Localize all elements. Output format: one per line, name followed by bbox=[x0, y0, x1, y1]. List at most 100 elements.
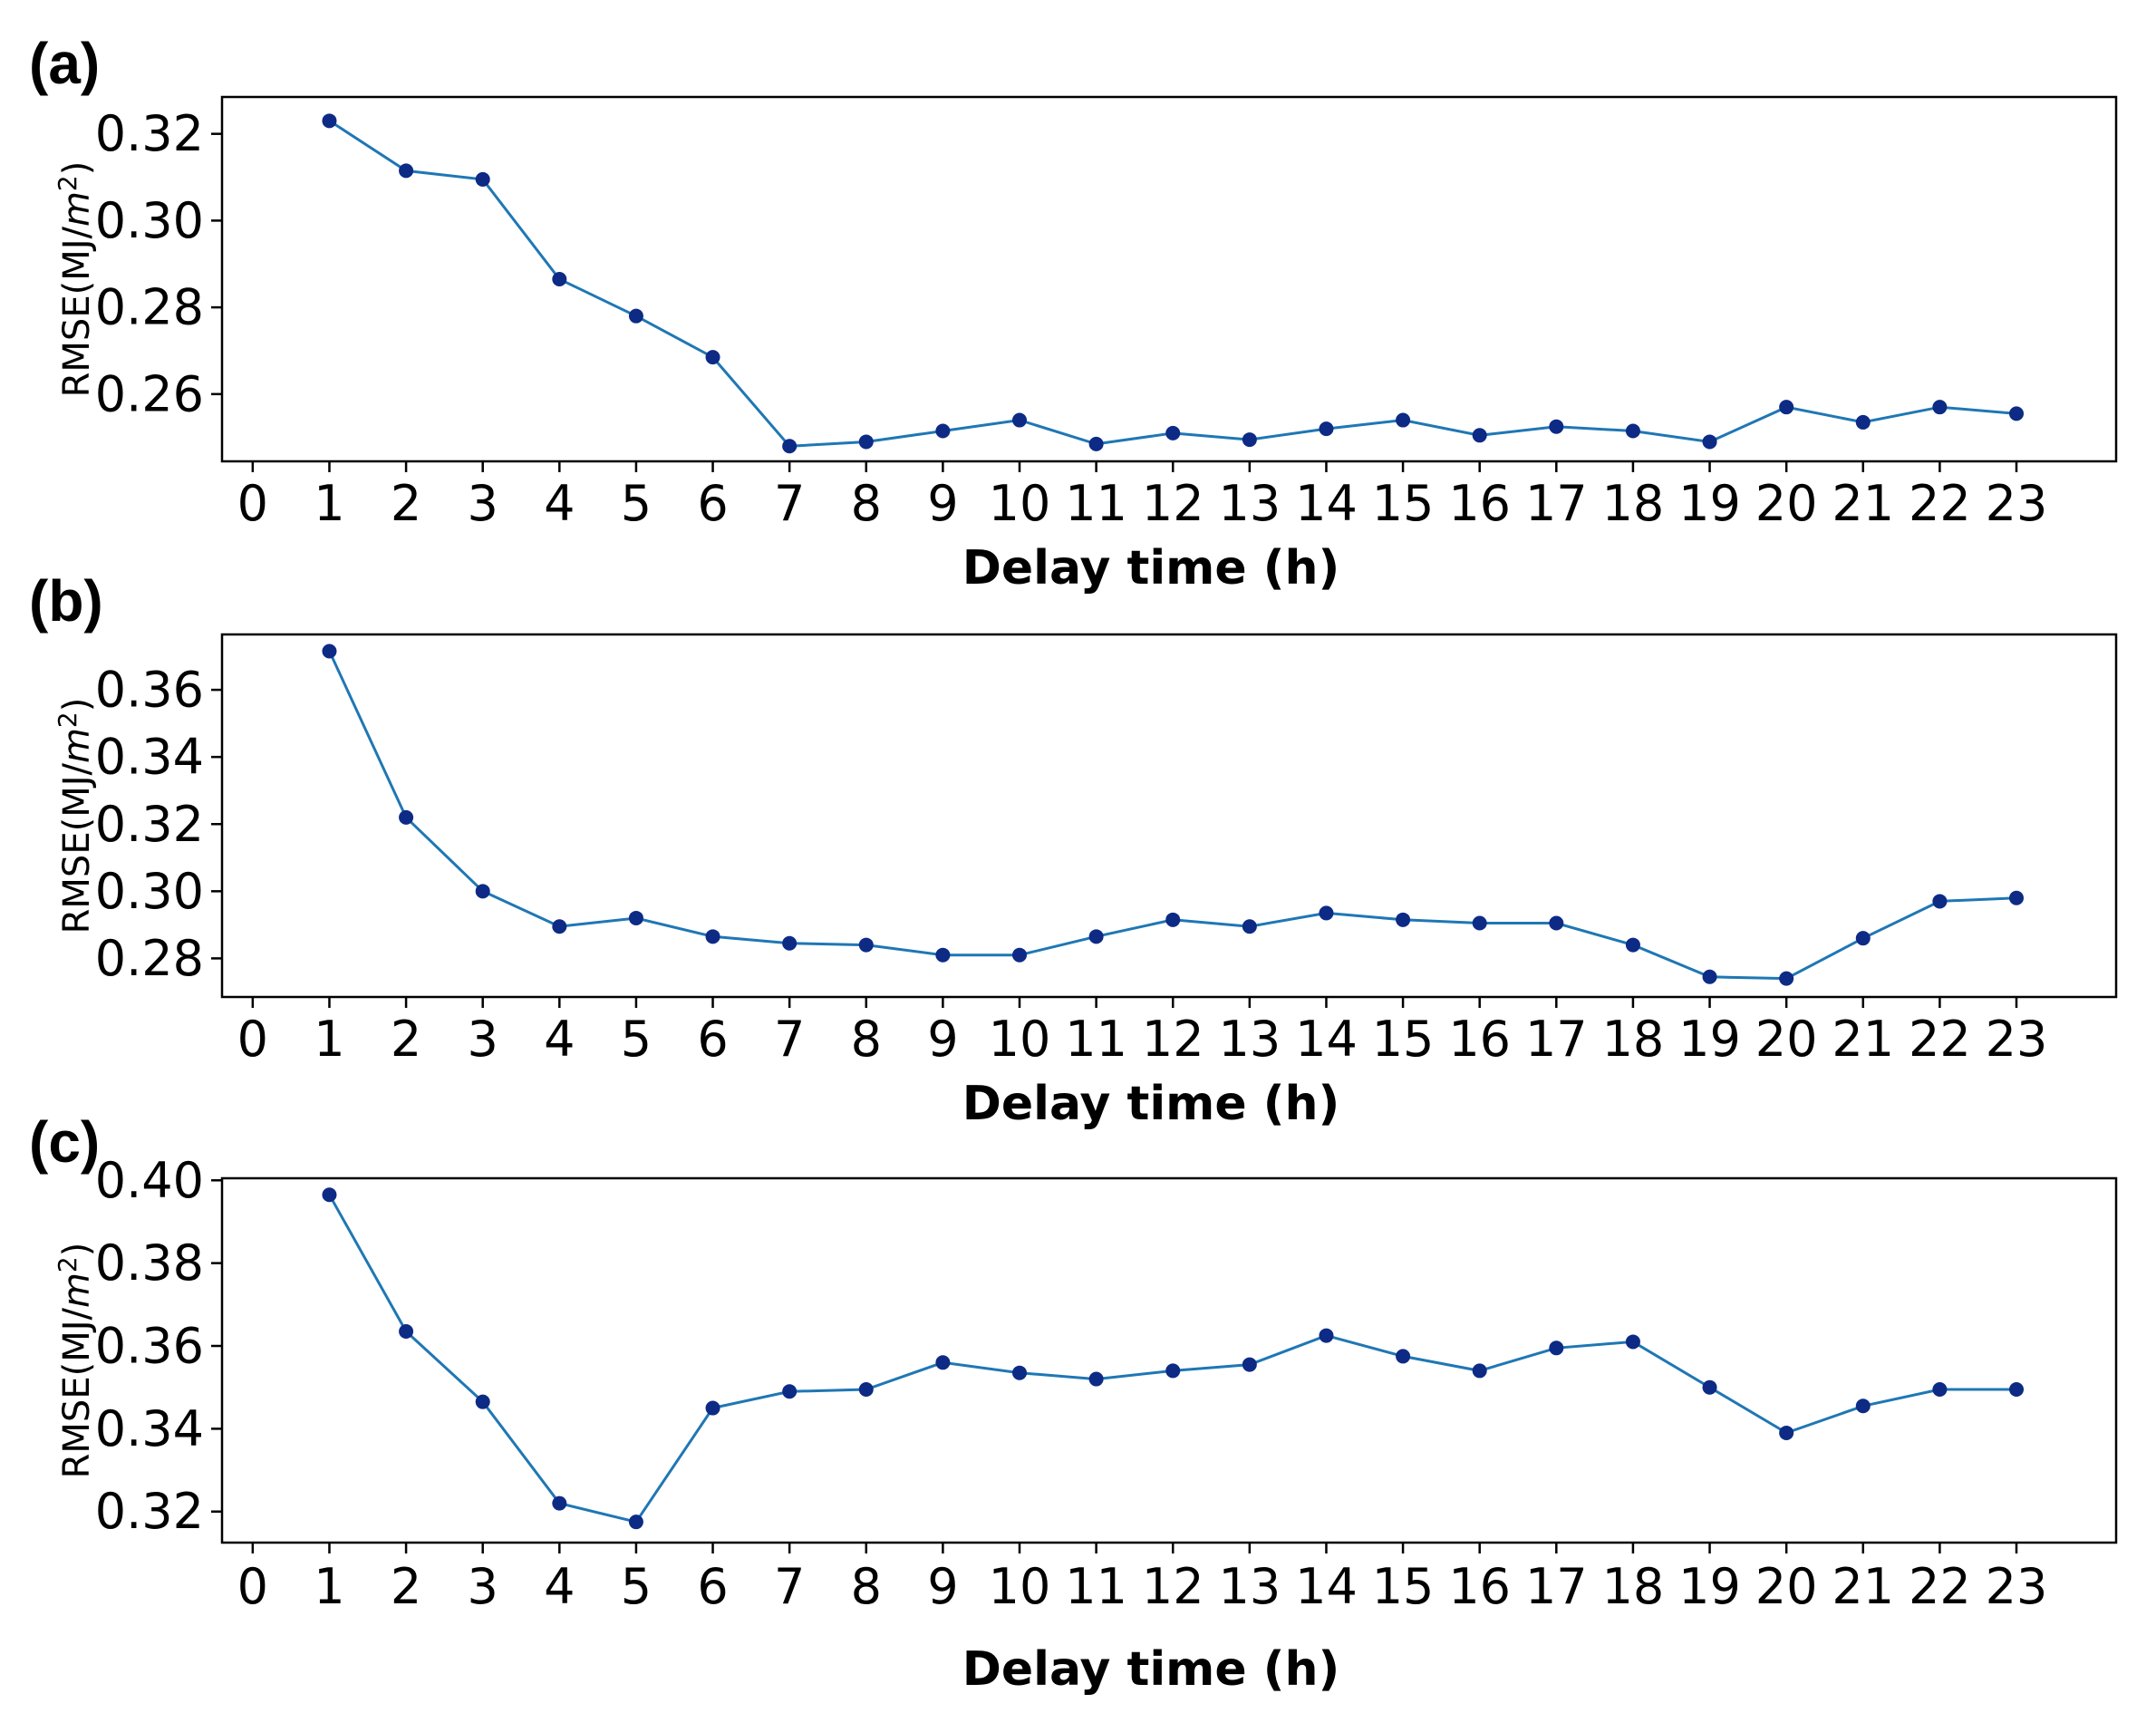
y-axis-title-close: ) bbox=[56, 161, 98, 176]
x-tick-label: 5 bbox=[621, 1011, 652, 1068]
data-point bbox=[1549, 915, 1564, 931]
data-point bbox=[1932, 400, 1948, 415]
data-point bbox=[399, 809, 414, 825]
y-tick-label: 0.30 bbox=[95, 863, 204, 920]
data-point bbox=[1855, 414, 1871, 430]
data-point bbox=[1319, 1328, 1334, 1343]
x-tick-label: 20 bbox=[1755, 1011, 1818, 1068]
data-point bbox=[1549, 419, 1564, 434]
data-point bbox=[1088, 929, 1104, 944]
data-point bbox=[1932, 1381, 1948, 1397]
y-axis-title-base: RMSE(MJ/ bbox=[56, 227, 98, 398]
data-point bbox=[1702, 1379, 1717, 1395]
x-tick-label: 14 bbox=[1295, 1558, 1358, 1615]
data-point bbox=[322, 1187, 337, 1203]
y-axis-title-exponent: 2 bbox=[53, 175, 82, 191]
x-tick-label: 18 bbox=[1602, 1011, 1665, 1068]
x-tick-label: 2 bbox=[391, 1558, 421, 1615]
data-point bbox=[1932, 894, 1948, 909]
data-point bbox=[1702, 434, 1717, 450]
x-tick-label: 22 bbox=[1909, 1558, 1971, 1615]
x-tick-label: 12 bbox=[1142, 475, 1204, 532]
x-tick-label: 23 bbox=[1986, 1558, 2048, 1615]
x-tick-label: 1 bbox=[314, 1558, 344, 1615]
x-tick-label: 11 bbox=[1065, 475, 1127, 532]
data-point bbox=[1242, 919, 1257, 934]
x-tick-label: 11 bbox=[1065, 1558, 1127, 1615]
x-tick-label: 19 bbox=[1678, 1558, 1741, 1615]
y-axis-title-unit: m bbox=[56, 1273, 98, 1308]
data-point bbox=[1625, 423, 1640, 439]
x-tick-label: 17 bbox=[1525, 1558, 1588, 1615]
data-point bbox=[552, 919, 567, 934]
y-tick-label: 0.32 bbox=[95, 796, 204, 853]
x-tick-label: 7 bbox=[774, 1011, 805, 1068]
data-point bbox=[1779, 400, 1794, 415]
y-axis-title-close: ) bbox=[56, 698, 98, 712]
data-point bbox=[399, 1324, 414, 1340]
data-point bbox=[322, 644, 337, 659]
x-tick-label: 17 bbox=[1525, 475, 1588, 532]
plot-frame bbox=[220, 1176, 2118, 1544]
x-tick-label: 22 bbox=[1909, 475, 1971, 532]
y-tick-label: 0.36 bbox=[95, 1318, 204, 1375]
data-point bbox=[705, 350, 720, 365]
x-tick-label: 10 bbox=[989, 475, 1051, 532]
x-tick-label: 6 bbox=[697, 1011, 728, 1068]
data-point bbox=[1242, 432, 1257, 448]
data-point bbox=[1472, 1363, 1487, 1379]
data-point bbox=[1779, 1425, 1794, 1440]
x-tick-label: 23 bbox=[1986, 475, 2048, 532]
x-tick-label: 13 bbox=[1218, 1011, 1281, 1068]
x-tick-label: 9 bbox=[927, 1011, 958, 1068]
data-point bbox=[1396, 1349, 1411, 1364]
data-point bbox=[935, 423, 951, 439]
y-axis-title-exponent: 2 bbox=[53, 711, 82, 728]
panel-label: (b) bbox=[29, 568, 103, 634]
data-point bbox=[628, 910, 643, 925]
x-tick-label: 2 bbox=[391, 1011, 421, 1068]
y-tick-label: 0.38 bbox=[95, 1234, 204, 1292]
x-tick-label: 3 bbox=[468, 475, 498, 532]
x-tick-label: 13 bbox=[1218, 475, 1281, 532]
x-tick-label: 8 bbox=[851, 1011, 882, 1068]
data-point bbox=[1165, 912, 1181, 927]
x-tick-label: 17 bbox=[1525, 1011, 1588, 1068]
x-tick-label: 18 bbox=[1602, 1558, 1665, 1615]
x-tick-label: 20 bbox=[1755, 475, 1818, 532]
x-tick-label: 10 bbox=[989, 1558, 1051, 1615]
y-tick-label: 0.40 bbox=[95, 1152, 204, 1209]
chart-panel-b: (b)0 1 2 3 4 5 6 7 8 9 10 11 12 13 14 15 16 17 18 19 20 21 22 2… bbox=[29, 568, 2118, 1131]
data-point bbox=[1625, 937, 1640, 953]
y-tick-label: 0.28 bbox=[95, 930, 204, 987]
data-point bbox=[2009, 1381, 2024, 1397]
x-tick-label: 16 bbox=[1448, 1011, 1511, 1068]
data-point bbox=[935, 947, 951, 963]
x-tick-label: 10 bbox=[989, 1011, 1051, 1068]
data-point bbox=[705, 929, 720, 944]
x-tick-label: 19 bbox=[1678, 475, 1741, 532]
y-tick-label: 0.34 bbox=[95, 729, 204, 786]
data-point bbox=[1625, 1334, 1640, 1350]
x-tick-label: 11 bbox=[1065, 1011, 1127, 1068]
data-point bbox=[475, 171, 490, 187]
x-tick-label: 14 bbox=[1295, 1011, 1358, 1068]
x-tick-label: 22 bbox=[1909, 1011, 1971, 1068]
x-tick-label: 5 bbox=[621, 1558, 652, 1615]
data-point bbox=[1702, 969, 1717, 984]
x-tick-label: 14 bbox=[1295, 475, 1358, 532]
y-tick-label: 0.30 bbox=[95, 192, 204, 249]
data-point bbox=[322, 113, 337, 129]
data-point bbox=[1779, 971, 1794, 986]
data-point bbox=[1012, 1365, 1027, 1380]
chart-panel-c: (c)0 1 2 3 4 5 6 7 8 9 10 11 12 13 14 15 16 17 18 19 20 21 22 2… bbox=[29, 1109, 2118, 1697]
data-point bbox=[1855, 1398, 1871, 1414]
y-axis-title: RMSE(MJ/m2) bbox=[53, 161, 98, 398]
data-point bbox=[1012, 947, 1027, 963]
data-point bbox=[1396, 912, 1411, 927]
data-point bbox=[1319, 421, 1334, 437]
data-point bbox=[1088, 1371, 1104, 1387]
x-tick-label: 16 bbox=[1448, 475, 1511, 532]
chart-panel-a: (a)0 1 2 3 4 5 6 7 8 9 10 11 12 13 14 15 16 17 18 19 20 21 22 2… bbox=[29, 31, 2118, 595]
x-tick-label: 19 bbox=[1678, 1011, 1741, 1068]
